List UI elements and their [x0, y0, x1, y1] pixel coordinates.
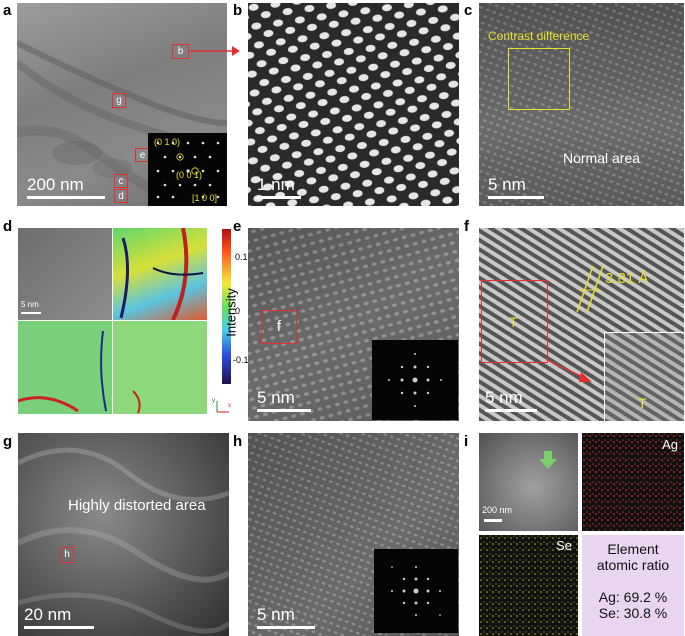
green-arrow-icon	[539, 451, 557, 469]
panel-b-image: 1 nm	[248, 3, 459, 206]
box-g: g	[112, 93, 126, 108]
panel-g-texture	[18, 447, 229, 634]
inset-f-stripes	[605, 333, 684, 421]
marker-T2: T	[638, 395, 647, 411]
fft-inset-h	[374, 549, 458, 633]
panel-d-stem: 5 nm	[18, 228, 112, 320]
map1-streaks	[119, 228, 204, 320]
panel-b-lattice	[248, 3, 459, 206]
map3-streaks	[132, 390, 141, 414]
scale-a: 200 nm	[27, 175, 84, 194]
map2-streaks	[18, 330, 107, 413]
fft-h-dots	[391, 566, 441, 616]
scalebar-a	[27, 196, 105, 199]
panel-c-image: Contrast difference Normal area 5 nm	[479, 3, 684, 206]
se-map-dots	[479, 535, 578, 636]
panel-h-image: 5 nm	[248, 433, 459, 636]
ratio-title-1: Element	[607, 541, 659, 557]
ratio-ag: Ag: 69.2 %	[598, 589, 668, 605]
ag-map-dots	[582, 433, 684, 531]
spacing-label: 3.81 Å	[605, 270, 649, 287]
axes-icon	[216, 401, 229, 413]
arrow-f-inset	[546, 359, 592, 382]
panel-label-h: h	[233, 433, 243, 450]
box-d: d	[114, 189, 128, 203]
contrast-box	[508, 48, 570, 110]
scalebar-h	[257, 626, 315, 629]
marker-T1: T	[509, 314, 518, 330]
colorbar-tick-top: 0.1	[235, 252, 248, 262]
ratio-se: Se: 30.8 %	[598, 605, 668, 621]
box-h: h	[60, 547, 74, 563]
panel-label-i: i	[464, 433, 469, 450]
fft-zone-axis: [1 0 0]	[192, 193, 218, 203]
panel-e-image: f 5 nm	[248, 228, 459, 421]
box-b: b	[172, 44, 189, 59]
fft-label-010: (0 1 0)	[154, 137, 181, 147]
scale-g: 20 nm	[24, 605, 72, 624]
panel-label-f: f	[464, 218, 469, 235]
panel-label-c: c	[464, 2, 473, 19]
panel-i-haadf: 200 nm	[479, 433, 578, 531]
panel-i-se-map: Se	[479, 535, 578, 636]
scalebar-d	[21, 312, 41, 314]
panel-label-a: a	[3, 2, 12, 19]
panel-label-d: d	[3, 218, 13, 235]
panel-label-b: b	[233, 2, 243, 19]
fft-inset-a: (0 1 0) (0 0 1) [1 0 0]	[148, 133, 227, 206]
panel-d-map1	[113, 228, 207, 320]
scalebar-i	[484, 519, 502, 522]
colorbar-tick-bottom: -0.1	[233, 355, 249, 365]
spacing-marker	[576, 265, 604, 313]
scalebar-e	[257, 409, 311, 412]
panel-g-image: Highly distorted area h 20 nm	[18, 433, 229, 636]
se-label: Se	[556, 538, 572, 553]
box-f: f	[261, 310, 297, 344]
scale-e: 5 nm	[257, 388, 295, 407]
scalebar-f	[485, 409, 537, 412]
scalebar-b	[257, 196, 301, 199]
scale-d: 5 nm	[21, 300, 39, 309]
panel-label-e: e	[233, 218, 242, 235]
panel-c-lattice	[479, 3, 684, 206]
scale-i: 200 nm	[482, 505, 513, 515]
colorbar	[222, 229, 231, 384]
scalebar-c	[488, 196, 544, 199]
fft-label-001: (0 0 1)	[176, 170, 203, 180]
panel-a-image: b g e c d 200 nm (0 1 0) (0 0 1) [1 0 0]	[17, 3, 227, 206]
ratio-title-2: atomic ratio	[596, 557, 670, 573]
arrow-a-to-b	[190, 46, 240, 56]
fft-e-dots	[388, 353, 442, 407]
axis-y-label: y	[212, 398, 215, 404]
contrast-label: Contrast difference	[488, 29, 590, 43]
inset-f: T	[604, 332, 684, 421]
panel-d-map2	[18, 321, 112, 414]
scale-c: 5 nm	[488, 175, 526, 194]
box-T1	[481, 280, 548, 363]
panel-i-ag-map: Ag	[582, 433, 684, 531]
normal-area-label: Normal area	[563, 150, 641, 166]
panel-label-g: g	[3, 433, 13, 450]
box-c: c	[114, 174, 128, 188]
fft-dots	[156, 141, 220, 199]
scale-f: 5 nm	[485, 388, 523, 407]
panel-d-map3	[113, 321, 207, 414]
distorted-area-label: Highly distorted area	[68, 497, 206, 514]
colorbar-label: Intensity	[223, 288, 239, 337]
atomic-ratio-box: Element atomic ratio Ag: 69.2 % Se: 30.8…	[582, 535, 684, 636]
scale-b: 1 nm	[257, 175, 295, 194]
axis-x-label: x	[228, 403, 231, 409]
ag-label: Ag	[662, 437, 678, 452]
panel-f-image: T T 3.81 Å 5 nm	[479, 228, 684, 421]
scalebar-g	[24, 626, 94, 629]
colorbar-tick-mid: 0	[235, 306, 241, 316]
fft-inset-e	[372, 340, 458, 420]
scale-h: 5 nm	[257, 605, 295, 624]
